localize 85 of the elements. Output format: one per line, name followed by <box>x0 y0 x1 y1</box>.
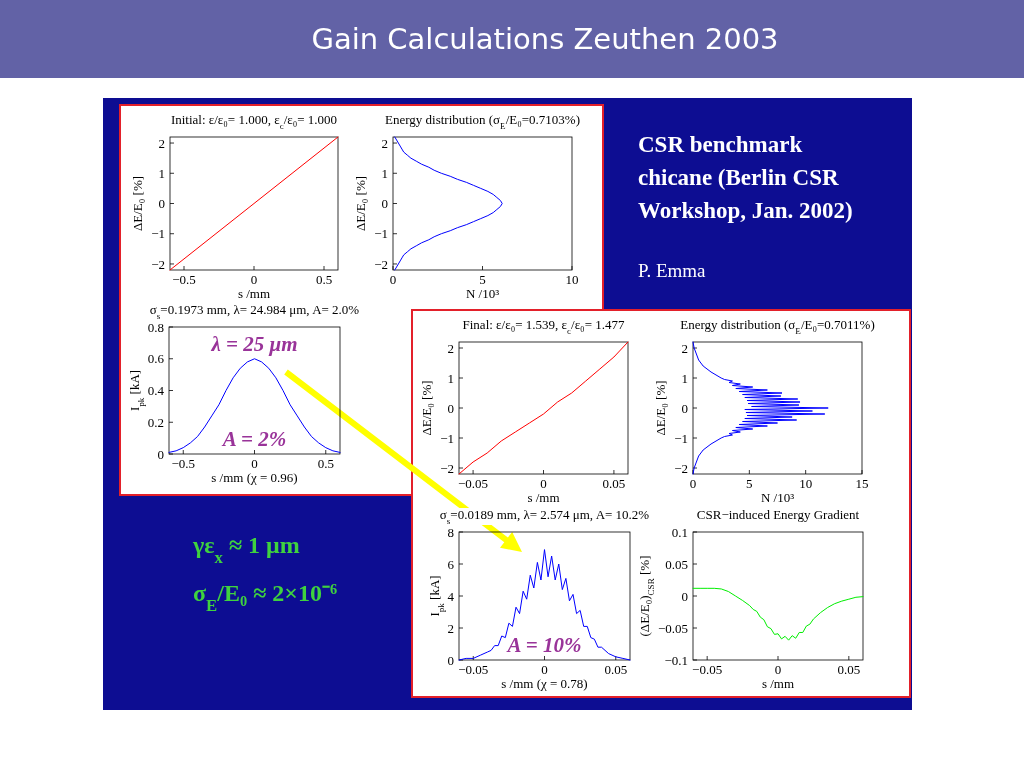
x-tick-label: −0.05 <box>692 662 723 677</box>
x-axis-title: s /mm (χ = 0.96) <box>211 470 298 485</box>
y-tick-label: 1 <box>381 165 388 181</box>
x-tick-label: 0.5 <box>317 456 334 471</box>
chart-title: CSR−induced Energy Gradient <box>696 507 860 522</box>
x-tick-label: 5 <box>479 272 486 287</box>
chart-title: Energy distribution (σ$_{E}$/E₀=0.7011%) <box>680 317 875 336</box>
chart-title: Initial: ε/ε₀= 1.000, ε$_{c}$/ε₀= 1.000 <box>170 112 338 131</box>
y-tick-label: −2 <box>374 256 388 272</box>
x-tick-label: 10 <box>799 476 813 491</box>
annotation: A = 10% <box>505 633 582 657</box>
line-series <box>458 341 629 475</box>
y-tick-label: 0.4 <box>147 383 165 399</box>
y-tick-label: −0.05 <box>657 620 688 636</box>
y-tick-label: 1 <box>681 370 688 386</box>
annotation: λ = 25 μm <box>210 332 298 356</box>
x-tick-label: 0.05 <box>837 662 861 677</box>
y-tick-label: 0 <box>447 400 454 416</box>
x-tick-label: 15 <box>855 476 869 491</box>
x-tick-label: −0.05 <box>458 476 489 491</box>
x-tick-label: 0.5 <box>315 272 333 287</box>
y-tick-label: 2 <box>681 340 688 356</box>
y-tick-label: 2 <box>447 340 454 356</box>
chart-title: Final: ε/ε₀= 1.539, ε$_{c}$/ε₀= 1.477 <box>462 317 625 336</box>
y-tick-label: −2 <box>674 460 688 476</box>
x-tick-label: −0.5 <box>171 456 196 471</box>
chart-title: σ$_{s}$=0.1973 mm, λ= 24.984 μm, A= 2.0% <box>149 302 360 321</box>
y-tick-label: 2 <box>381 135 388 151</box>
y-tick-label: 0.6 <box>147 351 165 367</box>
line-series <box>168 358 341 453</box>
y-axis-title: ΔE/E₀ [%] <box>653 380 669 436</box>
x-tick-label: 0 <box>250 272 258 287</box>
y-tick-label: 1 <box>158 165 165 181</box>
y-tick-label: −1 <box>374 226 388 242</box>
y-tick-label: −1 <box>151 226 165 242</box>
y-tick-label: 0 <box>381 196 388 212</box>
y-tick-label: 0.1 <box>671 524 688 540</box>
y-axis-title: ΔE/E₀ [%] <box>130 175 146 232</box>
text: σ$_{E}$/E₀ ≈ 2×10⁻⁶ <box>193 580 338 615</box>
x-tick-label: 0 <box>251 456 258 471</box>
line-series <box>692 341 829 475</box>
y-tick-label: −1 <box>674 430 688 446</box>
x-tick-label: −0.5 <box>172 272 196 287</box>
y-tick-label: 2 <box>447 620 454 636</box>
text: P. Emma <box>638 260 707 281</box>
chart-title: Energy distribution (σ$_{E}$/E₀=0.7103%) <box>385 112 580 131</box>
x-axis-title: s /mm <box>237 286 271 301</box>
y-tick-label: 0.8 <box>147 319 164 335</box>
x-tick-label: 0 <box>540 476 547 491</box>
chart-title: σ$_{s}$=0.0189 mm, λ= 2.574 μm, A= 10.2% <box>439 507 650 526</box>
y-tick-label: −2 <box>440 460 454 476</box>
annotation: A = 2% <box>220 427 287 451</box>
x-tick-label: 5 <box>746 476 753 491</box>
x-axis-title: s /mm <box>761 676 795 691</box>
x-tick-label: −0.05 <box>458 662 489 677</box>
text: γε$_{x}$ ≈ 1 μm <box>192 532 300 567</box>
line-series <box>458 549 631 661</box>
text: CSR benchmark chicane (Berlin CSR Workshop, Jan. 2002) <box>638 132 853 223</box>
y-axis-title: ΔE/E₀ [%] <box>353 175 369 232</box>
y-tick-label: 8 <box>447 524 454 540</box>
y-tick-label: 0 <box>681 588 688 604</box>
y-tick-label: −2 <box>151 256 165 272</box>
x-tick-label: 10 <box>565 272 579 287</box>
x-axis-title: s /mm (χ = 0.78) <box>501 676 588 691</box>
x-tick-label: 0.05 <box>602 476 626 491</box>
line-series <box>692 587 864 641</box>
y-tick-label: 1 <box>447 370 454 386</box>
y-tick-label: 0 <box>158 196 165 212</box>
y-tick-label: 4 <box>447 588 455 604</box>
y-tick-label: −0.1 <box>664 652 688 668</box>
x-axis-title: s /mm <box>527 490 560 505</box>
y-axis-title: ΔE/E₀ [%] <box>419 380 435 436</box>
y-tick-label: 0.05 <box>665 556 688 572</box>
text: Gain Calculations Zeuthen 2003 <box>311 22 779 56</box>
y-tick-label: 0 <box>681 400 688 416</box>
y-tick-label: 0.2 <box>147 414 164 430</box>
x-tick-label: 0 <box>774 662 782 677</box>
x-axis-title: N /10³ <box>465 286 500 301</box>
line-series <box>394 136 503 271</box>
x-tick-label: 0 <box>541 662 548 677</box>
y-tick-label: −1 <box>440 430 454 446</box>
y-tick-label: 6 <box>447 556 455 572</box>
x-axis-title: N /10³ <box>760 490 795 505</box>
y-tick-label: 2 <box>158 135 165 151</box>
x-tick-label: 0.05 <box>604 662 628 677</box>
